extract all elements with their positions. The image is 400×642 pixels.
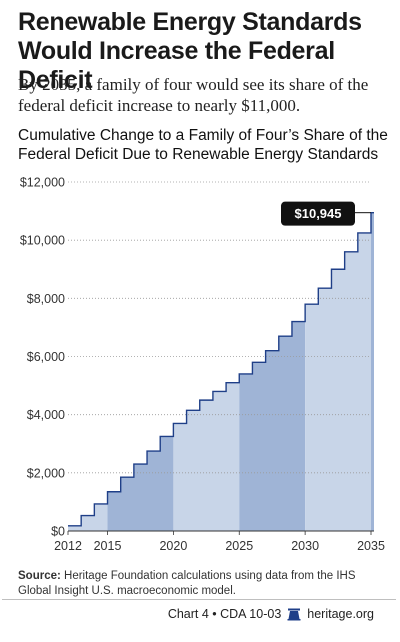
- callout-box: [281, 201, 355, 226]
- y-tick-label: $0: [51, 525, 65, 539]
- area-band-5: [371, 212, 374, 531]
- y-tick-label: $4,000: [27, 408, 65, 422]
- y-tick-label: $8,000: [27, 292, 65, 306]
- callout-label: $10,945: [295, 206, 342, 221]
- y-tick-label: $2,000: [27, 466, 65, 480]
- x-tick-label: 2030: [291, 539, 319, 553]
- area-band-1: [107, 212, 174, 531]
- chart-card: Renewable Energy Standards Would Increas…: [2, 2, 396, 638]
- site-link[interactable]: heritage.org: [307, 607, 374, 621]
- area-band-4: [305, 212, 371, 531]
- area-band-2: [173, 212, 240, 531]
- area-band-0: [68, 212, 108, 531]
- x-tick-label: 2025: [225, 539, 253, 553]
- footer: Chart 4 • CDA 10-03 heritage.org: [168, 607, 374, 621]
- series-line: [68, 211, 374, 527]
- y-tick-label: $6,000: [27, 350, 65, 364]
- x-tick-label: 2012: [54, 539, 82, 553]
- source-label: Source:: [18, 570, 61, 582]
- area-fill-group: [68, 212, 374, 531]
- source-note: Source: Heritage Foundation calculations…: [18, 569, 388, 599]
- chart-area: $0 $2,000 $4,000 $6,000 $8,000 $10,000 $12,000…: [20, 176, 385, 554]
- page-subtitle: By 2035, a family of four would see its …: [18, 75, 369, 115]
- x-tick-label: 2020: [159, 539, 187, 553]
- page-title: Renewable Energy Standards Would Increas…: [18, 8, 362, 94]
- y-tick-label: $10,000: [20, 234, 65, 248]
- area-band-3: [239, 212, 306, 531]
- source-text: Heritage Foundation calculations using d…: [18, 570, 356, 597]
- y-tick-label: $12,000: [20, 176, 65, 190]
- chart-title: Cumulative Change to a Family of Four’s …: [18, 127, 388, 163]
- x-tick-label: 2035: [357, 539, 385, 553]
- footer-divider: [2, 599, 396, 600]
- x-tick-label: 2015: [94, 539, 122, 553]
- chart-id: Chart 4 • CDA 10-03: [167, 607, 282, 621]
- liberty-bell-icon: [287, 608, 301, 620]
